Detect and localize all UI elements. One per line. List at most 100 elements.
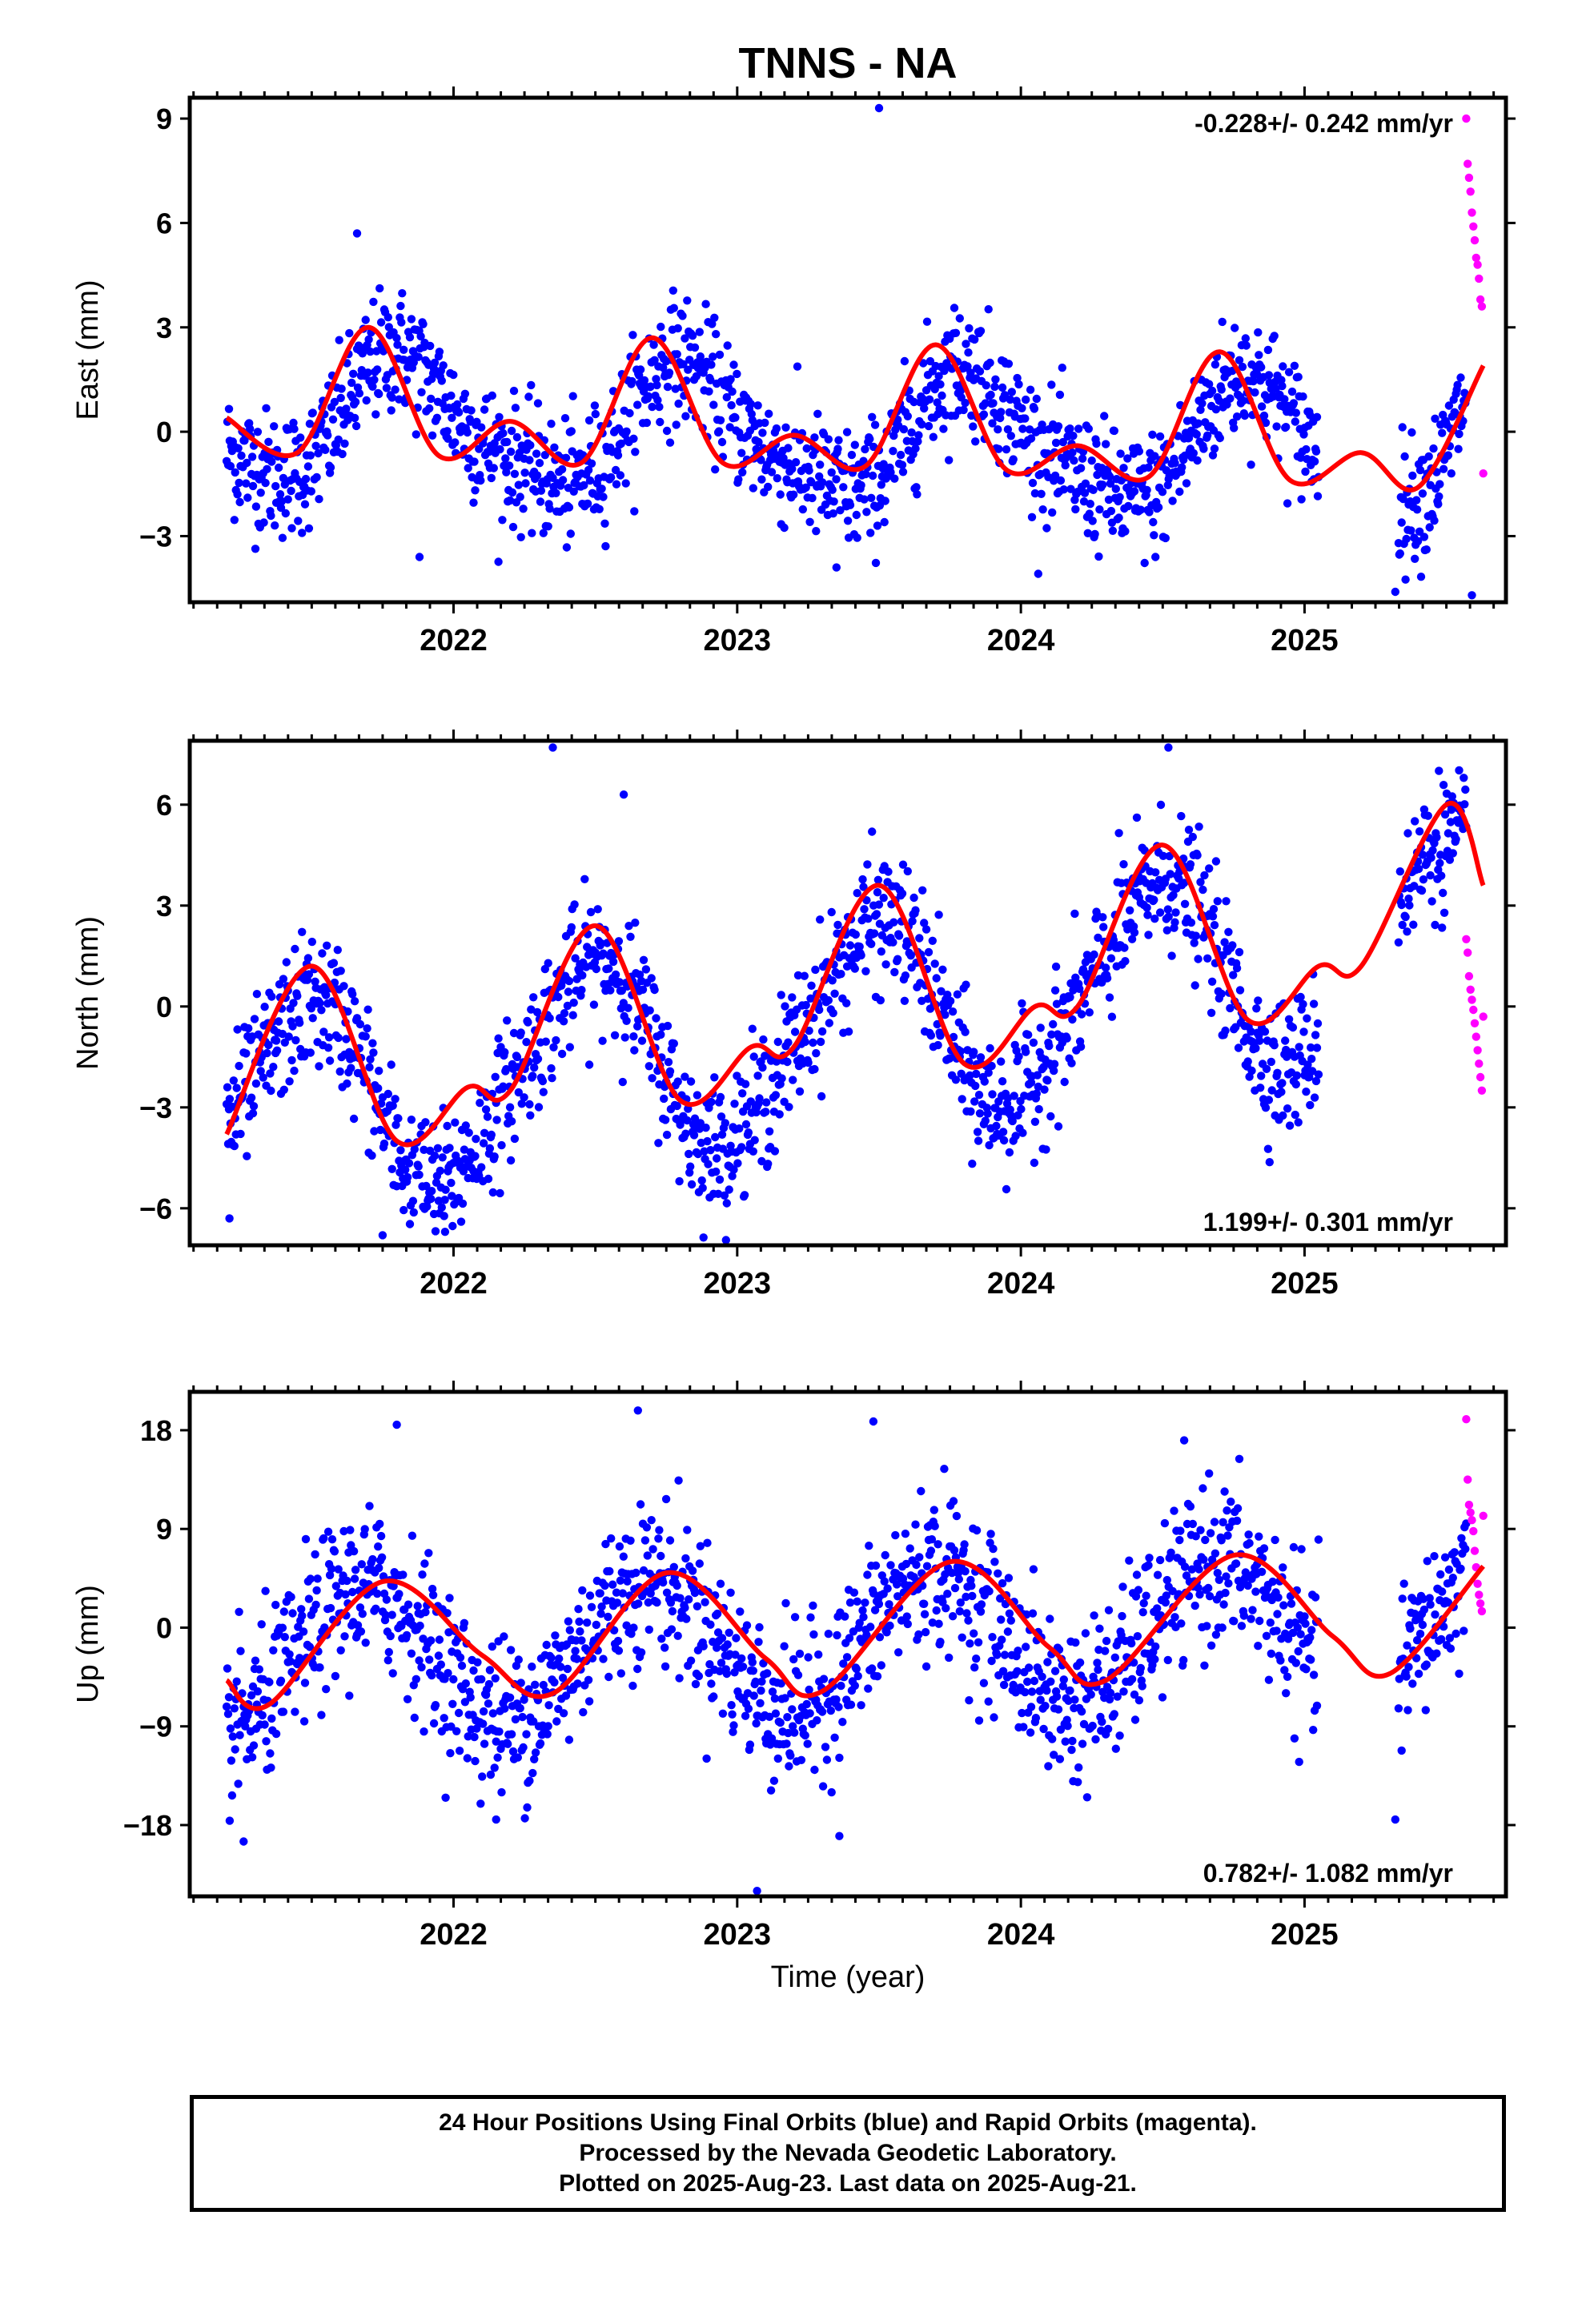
up-final-point xyxy=(749,1691,758,1700)
north-final-point xyxy=(267,1086,275,1096)
up-final-point xyxy=(835,1831,844,1840)
north-final-point xyxy=(1042,1145,1050,1154)
east-final-point xyxy=(938,391,946,400)
up-final-point xyxy=(1244,1530,1253,1539)
up-final-point xyxy=(731,1651,740,1659)
up-final-point xyxy=(608,1580,617,1589)
up-final-point xyxy=(1036,1695,1045,1704)
up-final-point xyxy=(845,1634,854,1642)
north-final-point xyxy=(881,960,890,969)
east-final-point xyxy=(1123,454,1132,463)
east-final-point xyxy=(351,397,360,407)
north-final-point xyxy=(855,942,864,951)
up-final-point xyxy=(955,1606,965,1616)
east-final-point xyxy=(1312,412,1322,421)
east-final-point xyxy=(584,416,594,425)
north-final-point xyxy=(534,1103,544,1112)
north-final-point xyxy=(1312,1043,1322,1052)
figure-title: TNNS - NA xyxy=(739,39,958,87)
east-final-point xyxy=(342,404,351,413)
up-final-point xyxy=(763,1669,772,1678)
east-final-point xyxy=(1184,433,1194,443)
up-final-point xyxy=(921,1627,930,1637)
up-final-point xyxy=(1210,1518,1219,1526)
up-final-point xyxy=(287,1593,295,1602)
up-final-point xyxy=(1307,1626,1316,1634)
east-final-point xyxy=(836,506,845,515)
up-final-point xyxy=(837,1681,845,1691)
up-final-point xyxy=(717,1659,726,1667)
east-final-point xyxy=(453,400,462,409)
north-final-point xyxy=(800,971,809,980)
north-final-point xyxy=(1303,1060,1312,1069)
up-final-point xyxy=(612,1588,621,1597)
up-final-point xyxy=(771,1709,781,1718)
up-final-point xyxy=(730,1668,739,1677)
east-final-point xyxy=(267,457,276,466)
up-final-point xyxy=(1144,1561,1153,1570)
north-final-point xyxy=(1011,1132,1020,1140)
north-final-point xyxy=(626,932,635,942)
east-final-point xyxy=(335,336,343,344)
up-final-point xyxy=(894,1648,903,1657)
east-final-point xyxy=(1301,467,1310,476)
north-final-point xyxy=(548,743,557,752)
up-final-point xyxy=(661,1494,671,1504)
north-y-tick-label: 3 xyxy=(156,890,172,923)
east-final-point xyxy=(810,433,819,442)
up-final-point xyxy=(230,1704,239,1713)
east-rapid-point xyxy=(1464,173,1474,183)
up-final-point xyxy=(574,1605,583,1614)
north-final-point xyxy=(1050,1059,1059,1068)
north-final-point xyxy=(1267,1057,1276,1067)
east-final-point xyxy=(911,444,920,453)
north-final-point xyxy=(440,1212,448,1220)
up-final-point xyxy=(994,1569,1002,1578)
north-final-point xyxy=(510,1134,520,1144)
north-final-point xyxy=(1051,962,1061,971)
north-final-point xyxy=(909,893,918,903)
north-final-point xyxy=(1188,832,1198,842)
up-final-point xyxy=(685,1595,693,1604)
east-final-point xyxy=(1013,373,1022,383)
up-final-point xyxy=(790,1613,800,1622)
east-final-point xyxy=(633,400,642,409)
east-final-point xyxy=(711,465,720,474)
up-final-point xyxy=(232,1677,241,1686)
east-final-point xyxy=(880,517,889,527)
east-final-point xyxy=(1119,464,1128,472)
up-final-point xyxy=(695,1559,704,1568)
up-final-point xyxy=(267,1714,276,1723)
up-final-point xyxy=(404,1600,413,1609)
east-final-point xyxy=(669,304,678,312)
east-final-point xyxy=(1294,372,1303,381)
up-final-point xyxy=(1232,1516,1242,1526)
up-final-point xyxy=(341,1590,350,1599)
north-final-point xyxy=(697,1176,706,1185)
north-final-point xyxy=(323,941,331,951)
up-final-point xyxy=(777,1679,785,1688)
east-final-point xyxy=(1242,341,1251,350)
north-final-point xyxy=(485,1144,495,1153)
north-final-point xyxy=(1427,897,1436,906)
north-final-point xyxy=(1085,1008,1094,1017)
north-final-point xyxy=(983,1109,992,1118)
east-final-point xyxy=(866,529,875,537)
up-final-point xyxy=(516,1679,525,1687)
up-final-point xyxy=(1132,1570,1142,1579)
up-final-point xyxy=(1283,1634,1293,1643)
north-final-point xyxy=(1119,860,1128,869)
up-final-point xyxy=(298,1611,307,1620)
north-final-point xyxy=(1222,897,1231,906)
up-final-point xyxy=(1155,1555,1165,1565)
up-final-point xyxy=(260,1720,269,1729)
north-final-point xyxy=(1283,1052,1291,1061)
north-final-point xyxy=(1417,886,1427,895)
east-final-point xyxy=(1155,432,1165,441)
north-final-point xyxy=(548,1074,556,1083)
east-final-point xyxy=(832,563,841,572)
east-final-point xyxy=(590,401,600,410)
east-rapid-point xyxy=(1473,260,1482,269)
east-final-point xyxy=(1105,472,1114,481)
up-final-point xyxy=(1161,1598,1170,1607)
